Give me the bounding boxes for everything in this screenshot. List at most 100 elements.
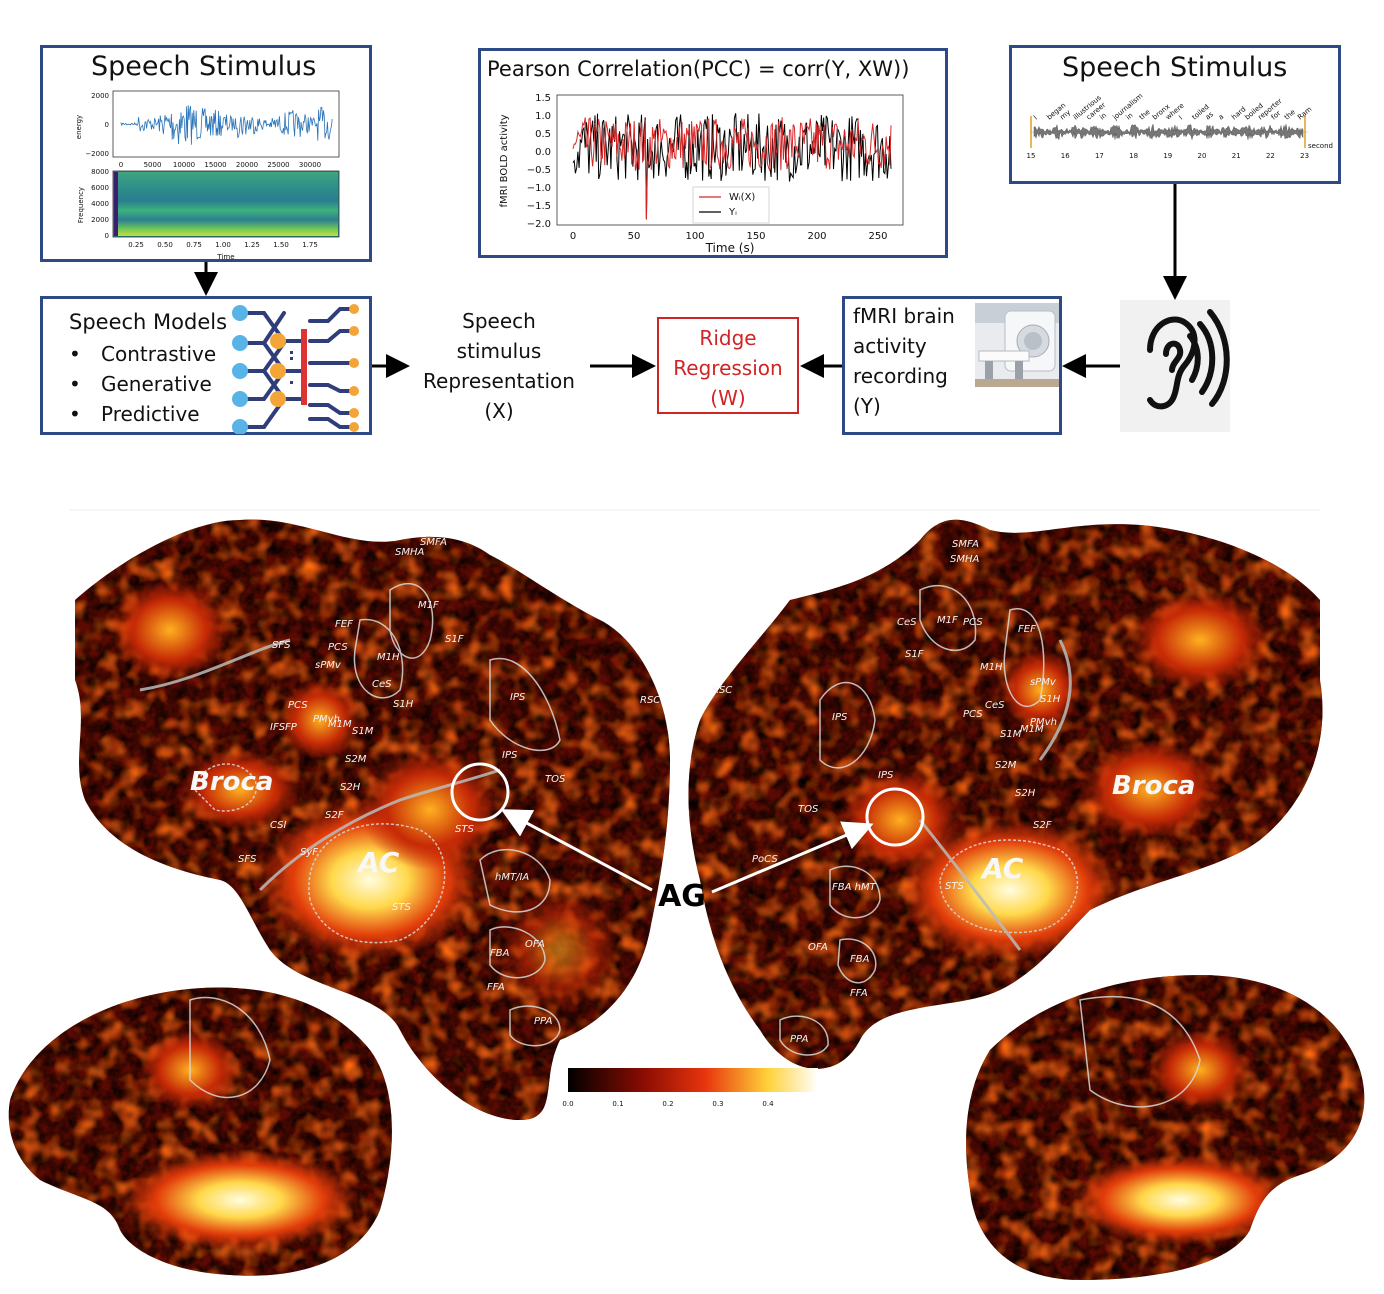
model-predictive: Predictive (69, 399, 216, 429)
roi-label-right: PPA (790, 1034, 809, 1045)
pcc-ytick: 1.5 (535, 93, 551, 104)
word-xtick: 21 (1232, 152, 1241, 160)
roi-label-left: PMvh (313, 714, 340, 725)
roi-label-left: SFS (272, 640, 291, 651)
word-xtick: 18 (1129, 152, 1138, 160)
pcc-xtick: 0 (570, 231, 576, 242)
roi-label-left: TOS (545, 774, 566, 785)
word-label: in (1125, 111, 1135, 121)
speech-models-panel: Speech Models Contrastive Generative Pre… (40, 296, 372, 435)
pcc-ytick: 0.5 (535, 129, 551, 140)
spectrogram-ytick: 6000 (91, 184, 109, 192)
roi-label-right: SMHA (950, 554, 979, 565)
pcc-ytick: −0.5 (527, 165, 551, 176)
fmri-recording-panel: fMRI brain activity recording (Y) (842, 296, 1062, 435)
roi-label-right: PMvh (1030, 717, 1057, 728)
roi-label-right: SMFA (952, 539, 979, 550)
colorbar-tick: 0.3 (712, 1100, 723, 1108)
colorbar (568, 1068, 818, 1092)
left-inflated-surface (8, 987, 392, 1276)
word-xtick: 22 (1266, 152, 1275, 160)
roi-label-left: S2M (345, 754, 367, 765)
pcc-ytick: 1.0 (535, 111, 551, 122)
waveform-ylabel: energy (75, 115, 83, 139)
roi-label-left: OFA (525, 939, 545, 950)
ear-icon (1120, 300, 1230, 432)
roi-label-right: S1H (1040, 694, 1061, 705)
spectrogram-ytick: 2000 (91, 216, 109, 224)
spectrogram-ytick: 0 (105, 232, 109, 240)
pcc-ytick: −1.0 (527, 183, 551, 194)
word-xtick: 19 (1163, 152, 1172, 160)
roi-label-right: STS (945, 881, 964, 892)
word-xtick: 15 (1027, 152, 1036, 160)
roi-label-right: FBA hMT (832, 882, 877, 893)
roi-label-right: IPS (878, 770, 894, 781)
ag-label: AG (658, 879, 706, 914)
pcc-ylabel: fMRI BOLD activity (499, 114, 510, 207)
roi-label-right: CeS (985, 700, 1005, 711)
roi-label-right: PCS (963, 709, 983, 720)
pcc-chart: fMRI BOLD activity 1.5 1.0 0.5 0.0 −0.5 −1.0 −… (499, 93, 904, 255)
roi-label-right: IPS (832, 712, 848, 723)
mri-scanner-image (975, 303, 1059, 387)
roi-label-right: OFA (808, 942, 828, 953)
spectrogram-ylabel: Frequency (77, 187, 85, 223)
speech-stimulus-title-left: Speech Stimulus (91, 51, 317, 82)
roi-label-left: M1H (377, 652, 400, 663)
waveform-xtick: 5000 (144, 161, 162, 169)
pcc-xlabel: Time (s) (705, 241, 755, 255)
roi-label-right: M1H (980, 662, 1003, 673)
roi-label-left: FEF (335, 619, 353, 630)
roi-label-left: FBA (490, 948, 510, 959)
pcc-xtick: 150 (746, 231, 765, 242)
word-label: a (1217, 113, 1225, 122)
roi-label-left: hMT/IA (495, 872, 529, 883)
speech-stimulus-panel-left: Speech Stimulus energy 2000 0 −2000 0 5000 1… (40, 45, 372, 262)
spectrogram-xtick: 1.00 (215, 241, 231, 249)
pcc-ytick: −1.5 (527, 201, 551, 212)
spectrogram-xtick: 0.75 (186, 241, 202, 249)
predicted-bold-series (572, 117, 892, 220)
waveform-xtick: 10000 (173, 161, 195, 169)
spectrogram-ytick: 8000 (91, 168, 109, 176)
spectrogram-xtick: 0.50 (157, 241, 173, 249)
pcc-legend: Wᵢ(X) Yᵢ (692, 186, 770, 224)
roi-label-left: STS (392, 902, 411, 913)
roi-label-left: IFSFP (270, 722, 298, 733)
roi-label-left: M1F (418, 600, 439, 611)
spectrogram-xlabel: Time (216, 253, 234, 261)
roi-label-left: SyF (300, 847, 318, 858)
waveform-ytick: −2000 (85, 150, 109, 158)
waveform-xtick: 15000 (204, 161, 226, 169)
word-label: in (1098, 111, 1108, 121)
roi-label-left: STS (455, 824, 474, 835)
roi-label-right: S2F (1033, 820, 1052, 831)
roi-label-left: sPMv (315, 660, 342, 671)
roi-label-right: M1F (937, 615, 958, 626)
roi-label-left: CeS (372, 679, 392, 690)
word-xtick: 17 (1095, 152, 1104, 160)
colorbar-tick: 0.2 (662, 1100, 673, 1108)
colorbar-tick: 0.0 (562, 1100, 573, 1108)
roi-label-left: PCS (328, 642, 348, 653)
roi-label-right: CeS (897, 617, 917, 628)
roi-label-left: CSI (270, 820, 287, 831)
ac-label-left: AC (356, 846, 400, 879)
waveform-signal (120, 105, 333, 145)
roi-label-right: S2H (1015, 788, 1036, 799)
roi-label-left: RSC (640, 695, 660, 706)
roi-label-right: FBA (850, 954, 870, 965)
right-inflated-surface (966, 975, 1365, 1280)
pcc-xtick: 200 (807, 231, 826, 242)
pcc-panel: Pearson Correlation(PCC) = corr(Y, XW)) … (478, 48, 948, 258)
spectrogram-image (114, 172, 338, 236)
flow-arrows (194, 184, 1187, 378)
roi-label-left: IPS (510, 692, 526, 703)
roi-label-left: S1H (393, 699, 414, 710)
word-xlabel: second (1308, 142, 1333, 150)
roi-label-left: M1M (328, 719, 352, 730)
roi-label-right: TOS (798, 804, 819, 815)
roi-label-right: FEF (1018, 624, 1036, 635)
